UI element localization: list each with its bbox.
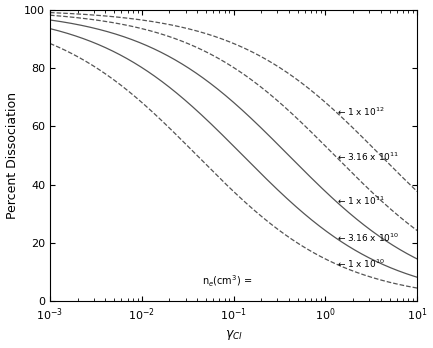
Text: $\leftarrow$1 x 10$^{10}$: $\leftarrow$1 x 10$^{10}$ <box>336 258 385 270</box>
Text: $\leftarrow$3.16 x 10$^{10}$: $\leftarrow$3.16 x 10$^{10}$ <box>336 232 399 244</box>
Text: $\leftarrow$3.16 x 10$^{11}$: $\leftarrow$3.16 x 10$^{11}$ <box>336 150 399 163</box>
Y-axis label: Percent Dissociation: Percent Dissociation <box>6 92 19 219</box>
X-axis label: $\gamma_{Cl}$: $\gamma_{Cl}$ <box>225 329 242 342</box>
Text: $\leftarrow$1 x 10$^{11}$: $\leftarrow$1 x 10$^{11}$ <box>336 195 385 207</box>
Text: $\leftarrow$1 x 10$^{12}$: $\leftarrow$1 x 10$^{12}$ <box>336 105 385 118</box>
Text: n$_e$(cm$^3$) =: n$_e$(cm$^3$) = <box>202 274 252 289</box>
